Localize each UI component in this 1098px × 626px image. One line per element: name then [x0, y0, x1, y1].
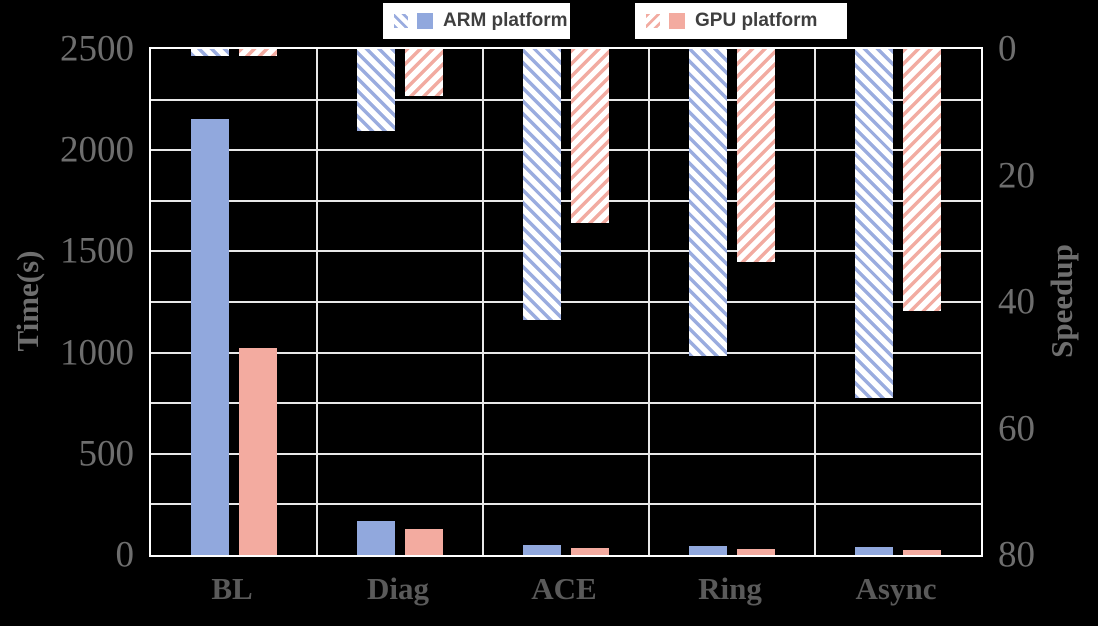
h-gridline [151, 351, 981, 354]
h-gridline [151, 452, 981, 455]
left-axis-tick: 1000 [60, 332, 134, 374]
category-label: Diag [367, 571, 429, 606]
v-gridline [648, 49, 650, 555]
time-bar-arm [523, 544, 561, 555]
right-axis-tick: 80 [998, 534, 1035, 576]
right-axis-ticks: 0 20 40 60 80 [998, 29, 1098, 576]
right-axis-tick: 0 [998, 28, 1017, 70]
left-axis-tick: 2000 [60, 129, 134, 171]
category-label: Ring [698, 571, 762, 606]
speedup-bar-arm [357, 49, 395, 131]
h-gridline [151, 301, 981, 303]
left-axis-tick: 0 [115, 534, 135, 576]
legend-gpu: GPU platform [635, 3, 847, 39]
plot-content [151, 49, 981, 555]
time-bar-arm [191, 118, 229, 555]
left-axis-tick: 2500 [60, 28, 134, 70]
h-gridline [151, 199, 981, 202]
speedup-bar-gpu [903, 49, 941, 312]
speedup-bar-arm [689, 49, 727, 357]
legend-gpu-label: GPU platform [695, 10, 818, 31]
legend-arm: ARM platform [383, 3, 570, 39]
category-label: Async [855, 571, 937, 606]
time-bar-gpu [405, 528, 443, 555]
left-axis-tick: 1500 [60, 230, 134, 272]
time-bar-gpu [737, 548, 775, 555]
time-bar-gpu [903, 549, 941, 555]
speedup-bar-arm [191, 49, 229, 56]
gpu-solid-swatch-icon [669, 13, 685, 29]
speedup-bar-arm [523, 49, 561, 320]
gpu-hatch-swatch-icon [646, 14, 660, 28]
speedup-bar-gpu [405, 49, 443, 96]
arm-hatch-swatch-icon [394, 14, 408, 28]
v-gridline [482, 49, 484, 555]
right-axis-tick: 40 [998, 281, 1035, 323]
plot-area [149, 47, 983, 557]
speedup-bar-gpu [571, 49, 609, 223]
time-bar-arm [689, 546, 727, 555]
time-bar-arm [357, 521, 395, 555]
legend-arm-label: ARM platform [443, 10, 568, 31]
right-axis-tick: 20 [998, 155, 1035, 196]
h-gridline [151, 402, 981, 405]
v-gridline [316, 49, 318, 555]
h-gridline [151, 503, 981, 506]
speedup-bar-gpu [737, 49, 775, 262]
v-gridline [814, 49, 816, 555]
time-bar-gpu [239, 347, 277, 555]
h-gridline [151, 149, 981, 152]
category-axis-labels: BL Diag ACE Ring Async [149, 571, 983, 613]
speedup-bar-arm [855, 49, 893, 399]
right-axis-tick: 60 [998, 408, 1035, 449]
time-bar-arm [855, 547, 893, 555]
category-label: BL [211, 571, 253, 606]
time-bar-gpu [571, 547, 609, 555]
left-axis-ticks: 0 500 1000 1500 2000 2500 [0, 29, 138, 576]
h-gridline [151, 250, 981, 253]
arm-solid-swatch-icon [417, 13, 433, 29]
speedup-bar-gpu [239, 49, 277, 56]
h-gridline [151, 98, 981, 101]
category-label: ACE [531, 571, 597, 606]
left-axis-tick: 500 [78, 433, 135, 475]
